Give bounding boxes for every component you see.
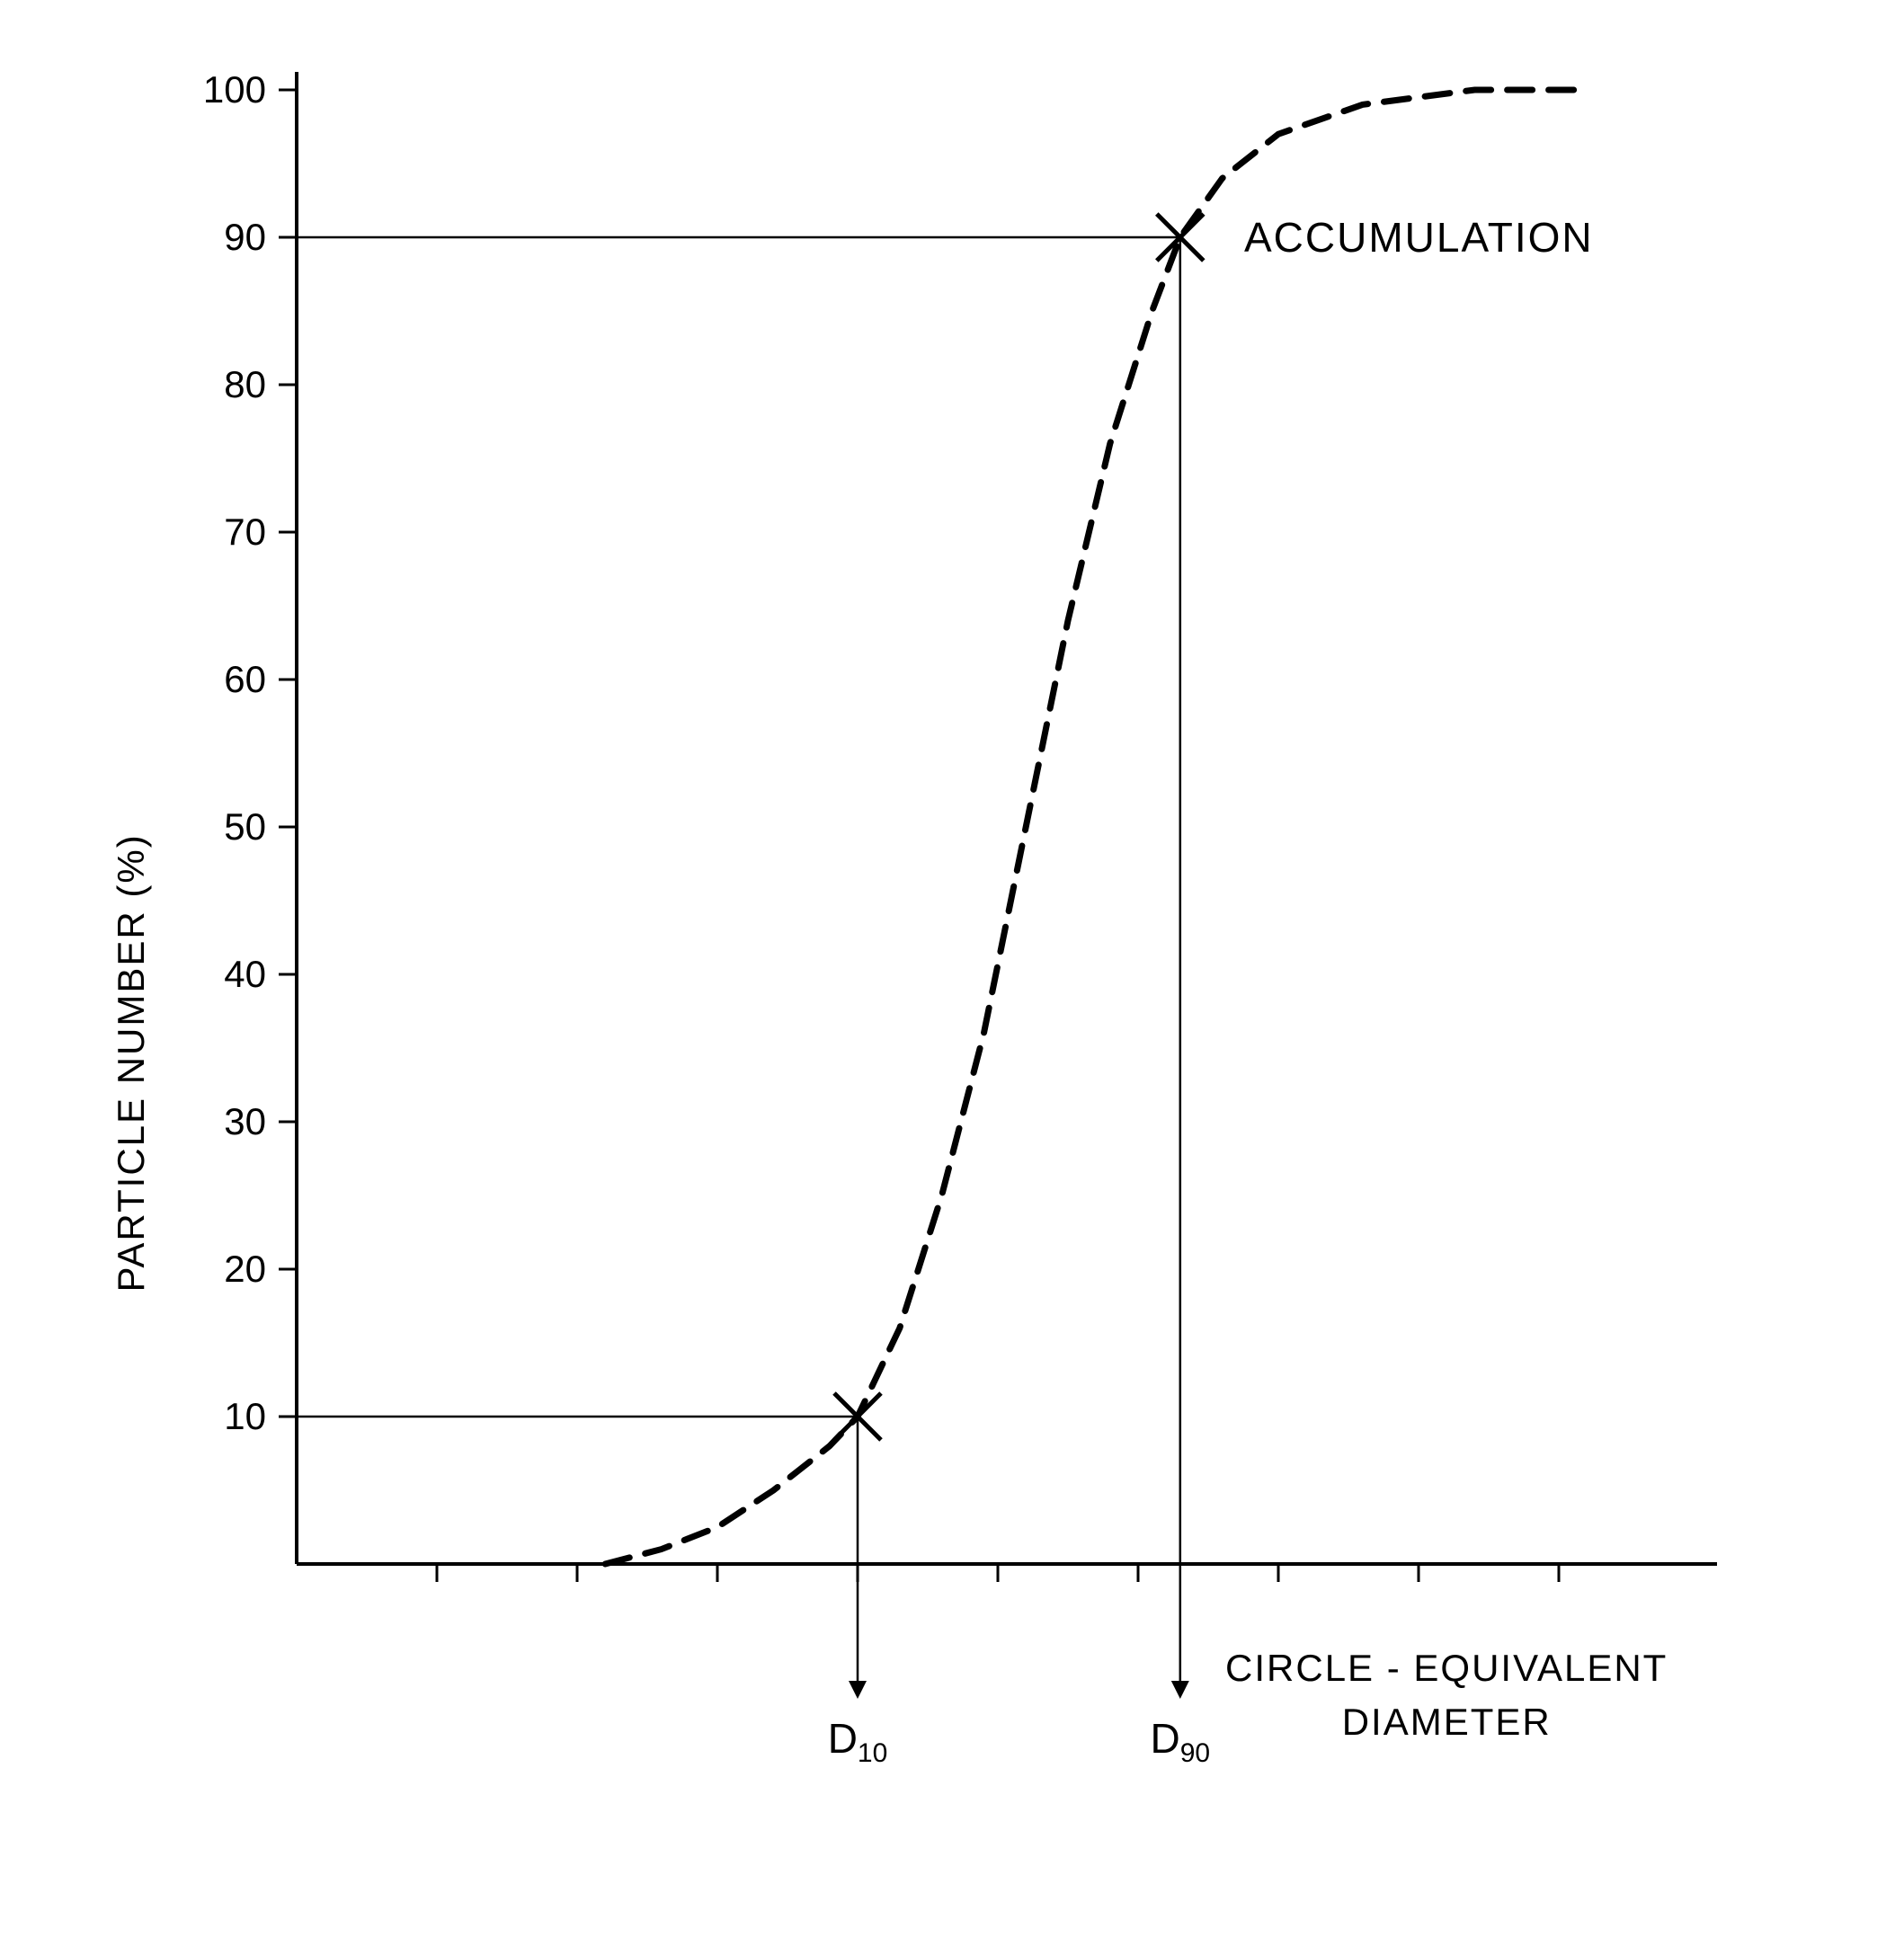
y-tick-label: 30 [224,1100,266,1142]
accumulation-label: ACCUMULATION [1244,214,1594,261]
y-tick-label: 90 [224,216,266,258]
accumulation-curve [605,90,1587,1564]
y-tick-label: 100 [203,68,266,111]
x-axis-label-1: CIRCLE - EQUIVALENT [1225,1647,1668,1689]
chart-container: 10 20 30 40 50 60 70 80 90 100 PARTICLE NUMBER (%)… [0,0,1904,1937]
y-tick-label: 70 [224,511,266,553]
d10-label: D10 [828,1715,888,1768]
y-tick-label: 50 [224,805,266,848]
y-axis-label: PARTICLE NUMBER (%) [110,833,152,1292]
y-tick-label: 10 [224,1395,266,1437]
chart-svg: 10 20 30 40 50 60 70 80 90 100 PARTICLE NUMBER (%)… [0,0,1904,1937]
y-tick-label: 60 [224,658,266,700]
d90-label: D90 [1150,1715,1210,1768]
x-axis-label-2: DIAMETER [1342,1701,1552,1743]
y-tick-label: 20 [224,1248,266,1290]
y-tick-label: 80 [224,363,266,405]
y-tick-label: 40 [224,953,266,995]
